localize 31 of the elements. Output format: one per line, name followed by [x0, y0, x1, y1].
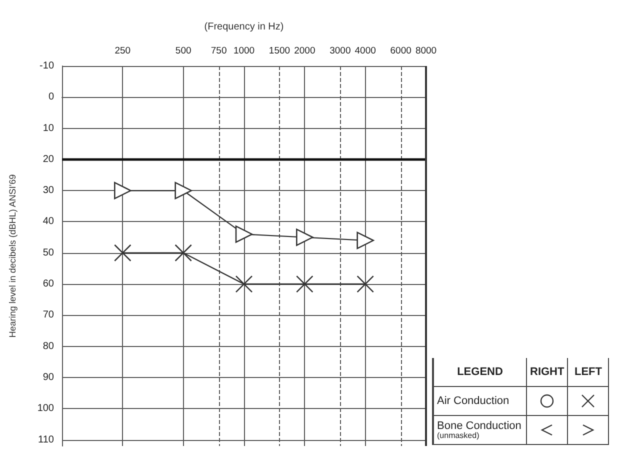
x-tick-label: 750	[210, 46, 227, 56]
x-tick-label: 6000	[390, 46, 412, 56]
x-tick-label: 250	[114, 46, 131, 56]
x-tick-label: 1000	[233, 46, 255, 56]
y-tick-label: 40	[42, 216, 54, 228]
y-tick-label: 100	[37, 403, 54, 414]
y-tick-label: 90	[42, 372, 54, 383]
y-tick-label: 80	[42, 340, 54, 352]
x-tick-label: 8000	[415, 46, 437, 56]
text: LEGEND	[433, 358, 526, 386]
text: LEFT	[568, 358, 609, 386]
y-tick-label: 70	[42, 310, 54, 321]
text: Bone Conduction	[437, 420, 522, 432]
x-tick-label: 4000	[354, 46, 376, 56]
y-tick-label: 0	[48, 92, 54, 103]
x-axis-title: (Frequency in Hz)	[204, 22, 284, 32]
text: Air Conduction	[433, 386, 526, 416]
x-tick-label: 2000	[294, 46, 316, 56]
text: (unmasked)	[437, 430, 480, 440]
y-tick-label: 60	[42, 278, 54, 290]
x-tick-label: 1500	[268, 46, 290, 56]
x-tick-label: 500	[175, 46, 192, 56]
y-tick-label: 110	[38, 434, 54, 446]
y-tick-label: 20	[42, 154, 54, 165]
y-tick-label: -10	[40, 60, 54, 72]
y-tick-label: 50	[42, 247, 54, 258]
x-tick-label: 3000	[330, 46, 351, 56]
text: RIGHT	[526, 358, 568, 386]
y-axis-title: Hearing level in decibels (dBHL) ANSI'69	[8, 174, 18, 338]
y-tick-label: 30	[42, 185, 54, 196]
y-tick-label: 10	[42, 122, 54, 134]
